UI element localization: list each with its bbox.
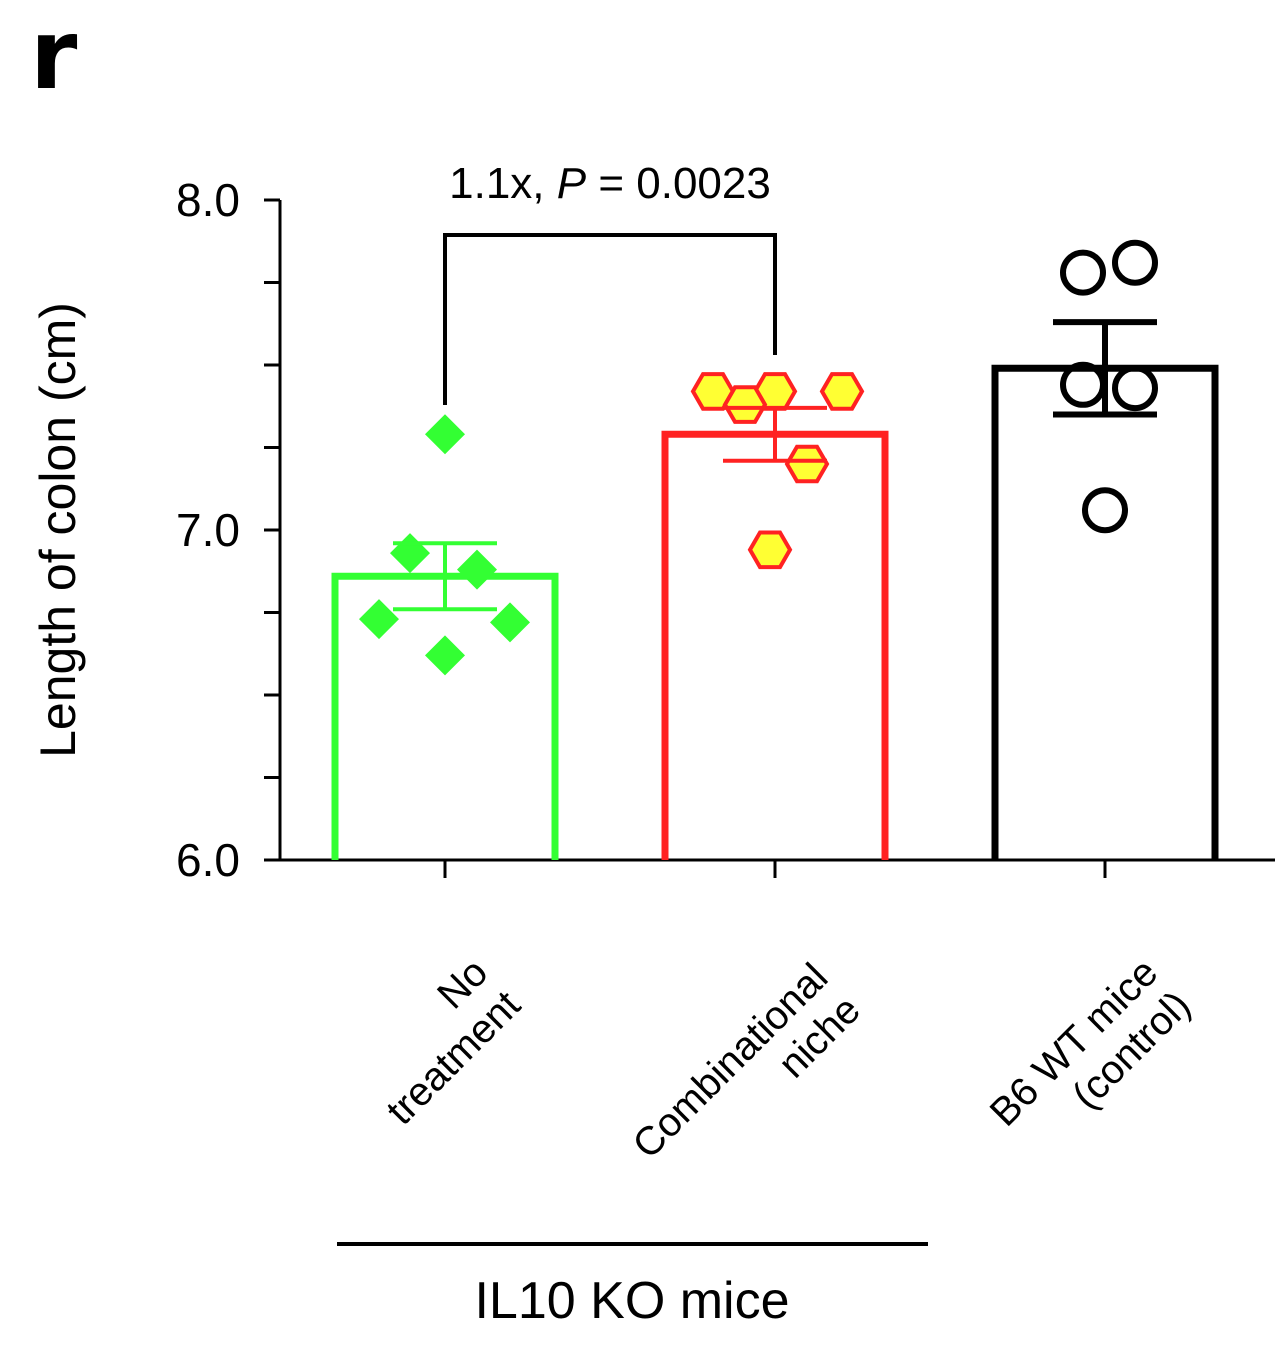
data-point-diamond: [425, 635, 465, 676]
p-value: = 0.0023: [586, 159, 771, 208]
significance-annotation: 1.1x, P = 0.0023: [443, 159, 777, 405]
data-point-hexagon: [722, 385, 768, 424]
bar: [661, 430, 889, 860]
x-tick-labels: Notreatment Combinationalniche B6 WT mice(…: [346, 950, 1199, 1199]
axes: [278, 200, 1275, 862]
data-point-diamond: [457, 549, 497, 590]
data-point-diamond: [490, 602, 530, 643]
significance-label: 1.1x, P = 0.0023: [449, 159, 771, 208]
data-points: [359, 239, 1158, 676]
x-tick-label: Combinationalniche: [624, 955, 868, 1199]
data-point-diamond: [425, 414, 465, 455]
data-point-hexagon: [819, 372, 865, 411]
fold-change: 1.1x,: [449, 159, 557, 208]
x-tick-label: Notreatment: [346, 950, 529, 1133]
panel-letter: r: [30, 0, 78, 111]
data-point-hexagon: [747, 530, 793, 570]
data-point-diamond: [359, 599, 399, 640]
x-tick-label: B6 WT mice(control): [982, 950, 1199, 1167]
data-point-circle: [1082, 487, 1128, 534]
data-point-circle: [1112, 365, 1158, 412]
significance-bracket: [443, 233, 777, 405]
y-tick-label: 6.0: [176, 834, 240, 886]
y-ticks: 6.0 7.0 8.0: [176, 174, 280, 886]
data-point-hexagon: [784, 444, 830, 484]
data-point-diamond: [390, 533, 430, 574]
data-point-circle: [1060, 249, 1106, 296]
y-axis-label: Length of colon (cm): [30, 302, 86, 758]
group-label: IL10 KO mice: [474, 1272, 789, 1330]
data-point-circle: [1112, 239, 1158, 286]
y-tick-label: 7.0: [176, 504, 240, 556]
y-tick-label: 8.0: [176, 174, 240, 226]
bar: [991, 364, 1219, 860]
error-bars: [393, 319, 1157, 612]
p-symbol: P: [557, 159, 587, 208]
